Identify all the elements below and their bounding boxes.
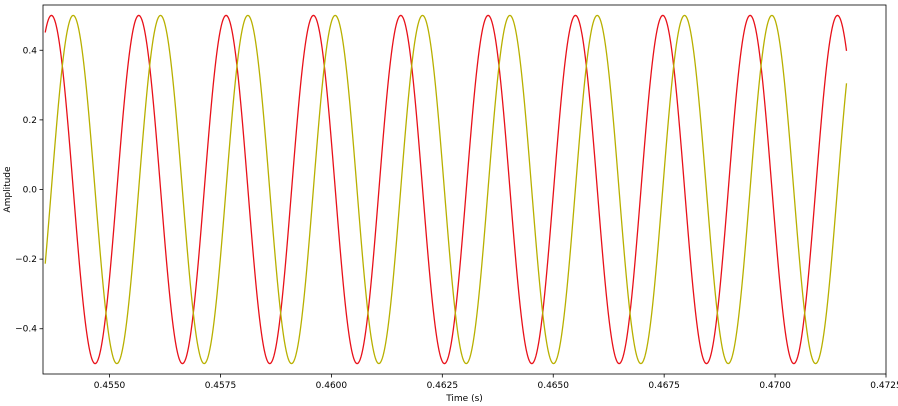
series-line-1 (44, 14, 848, 365)
x-tick-label: 0.4725 (870, 381, 898, 391)
y-tick-label: 0.2 (23, 116, 37, 126)
x-tick-label: 0.4550 (94, 381, 126, 391)
plot-area (43, 5, 886, 374)
x-tick-label: 0.4700 (759, 381, 791, 391)
x-axis-label: Time (s) (445, 394, 483, 404)
y-tick-label: 0.0 (23, 186, 38, 196)
series-line-2 (44, 14, 848, 365)
x-axis: 0.4550 0.4575 0.4600 0.4625 0.4650 0.4675 0.47… (94, 374, 898, 391)
x-tick-label: 0.4675 (648, 381, 680, 391)
y-tick-label: −0.4 (15, 325, 37, 335)
x-tick-label: 0.4650 (537, 381, 569, 391)
y-tick-label: −0.2 (15, 255, 37, 265)
x-tick-label: 0.4625 (427, 381, 459, 391)
y-axis: −0.4 −0.2 0.0 0.2 0.4 (15, 46, 43, 335)
y-tick-label: 0.4 (23, 46, 38, 56)
x-tick-label: 0.4600 (316, 381, 348, 391)
y-axis-label: Amplitude (3, 166, 13, 213)
x-tick-label: 0.4575 (205, 381, 237, 391)
series-layer (44, 14, 848, 365)
